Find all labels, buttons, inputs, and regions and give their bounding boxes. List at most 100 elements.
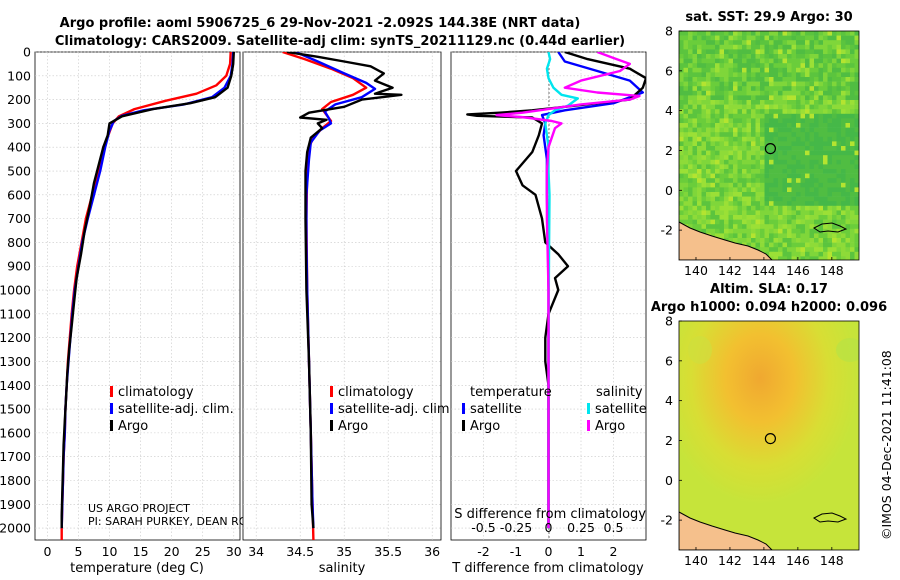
map1-xtick-label: 146 — [786, 263, 810, 278]
depth-tick-label: 1900 — [0, 497, 31, 512]
map1-ytick-label: 2 — [665, 143, 673, 158]
sla-green-patch — [836, 338, 859, 362]
temp-xtick-label: 25 — [195, 544, 211, 559]
temperature-legend-argo: Argo — [118, 419, 148, 434]
depth-tick-label: 200 — [7, 92, 31, 107]
secondary-xtick-label: 0.25 — [567, 520, 595, 535]
difference-xlabel: T difference from climatology — [451, 561, 644, 576]
temperature-legend-climatology: climatology — [118, 385, 194, 400]
depth-tick-label: 600 — [7, 187, 31, 202]
salinity-legend: climatology satellite-adj. clim. Argo — [330, 385, 454, 434]
sst-heatmap-cells — [679, 31, 859, 260]
depth-tick-label: 500 — [7, 164, 31, 179]
depth-tick-label: 800 — [7, 235, 31, 250]
diff-xtick-label: 1 — [577, 544, 585, 559]
salinity-panel: 34 34.5 35 35.5 36 salinity climatology sate… — [242, 51, 454, 576]
depth-tick-label: 100 — [7, 68, 31, 83]
map2-xtick-label: 148 — [820, 553, 844, 568]
temperature-panel: 0100200300400500600700800900100011001200… — [0, 45, 248, 577]
sal-xtick-label: 35.5 — [374, 544, 402, 559]
sst-argo-marker — [764, 143, 777, 155]
salinity-legend-satellite: satellite-adj. clim. — [338, 402, 454, 417]
sal-xtick-label: 34.5 — [286, 544, 314, 559]
map2-ytick-label: -2 — [661, 513, 673, 528]
sst-land — [679, 221, 773, 260]
temp-xtick-label: 20 — [164, 544, 180, 559]
sla-map-title-line-1: Altim. SLA: 0.17 — [710, 282, 828, 297]
secondary-xtick-label: 0 — [545, 520, 553, 535]
depth-tick-label: 400 — [7, 140, 31, 155]
depth-tick-label: 1100 — [0, 306, 31, 321]
depth-tick-label: 1000 — [0, 283, 31, 298]
depth-tick-label: 2000 — [0, 521, 31, 536]
salinity-xlabel: salinity — [319, 561, 366, 576]
sst-map-title: sat. SST: 29.9 Argo: 30 — [685, 10, 852, 25]
sla-island-outline — [813, 512, 848, 523]
secondary-xtick-label: -0.5 — [471, 520, 495, 535]
sst-map-panel: sat. SST: 29.9 Argo: 30 140 142 144 146 148 -… — [661, 10, 860, 278]
temperature-legend: climatology satellite-adj. clim. Argo — [110, 385, 234, 434]
footer-credit: ©IMOS 04-Dec-2021 11:41:08 — [879, 350, 894, 540]
map2-ytick-label: 2 — [665, 433, 673, 448]
sla-green-patch-2 — [688, 336, 712, 364]
sal-xtick-label: 35 — [336, 544, 352, 559]
salinity-legend-climatology: climatology — [338, 385, 414, 400]
map2-ytick-label: 6 — [665, 353, 673, 368]
depth-tick-label: 1400 — [0, 378, 31, 393]
map2-ytick-label: 8 — [665, 314, 673, 329]
sal-series-argo — [286, 52, 403, 529]
map2-ytick-label: 0 — [665, 473, 673, 488]
map2-xtick-label: 146 — [786, 553, 810, 568]
legend-salinity-satellite: satellite — [595, 402, 647, 417]
diff-xtick-label: -1 — [510, 544, 522, 559]
diff-xtick-label: 0 — [545, 544, 553, 559]
diff-xtick-label: 2 — [610, 544, 618, 559]
sal-xtick-label: 34 — [248, 544, 264, 559]
temp-xtick-label: 5 — [75, 544, 83, 559]
sst-island-outline — [813, 222, 848, 233]
depth-tick-label: 1600 — [0, 425, 31, 440]
map1-xtick-label: 144 — [752, 263, 776, 278]
secondary-xtick-label: -0.25 — [500, 520, 532, 535]
secondary-axis-label: S difference from climatology — [454, 507, 646, 522]
depth-tick-label: 1300 — [0, 354, 31, 369]
temperature-legend-satellite: satellite-adj. clim. — [118, 402, 234, 417]
temp-xtick-label: 15 — [133, 544, 149, 559]
map2-ytick-label: 4 — [665, 393, 673, 408]
diff-series-salinity-argo — [495, 52, 641, 529]
map2-xtick-label: 140 — [684, 553, 708, 568]
depth-tick-label: 700 — [7, 211, 31, 226]
sst-map-frame — [678, 30, 860, 261]
salinity-axes-frame — [242, 51, 442, 541]
map1-ytick-label: -2 — [661, 223, 673, 238]
depth-tick-label: 1200 — [0, 330, 31, 345]
legend-temperature-satellite: satellite — [470, 402, 522, 417]
depth-tick-label: 1500 — [0, 402, 31, 417]
temp-series-argo — [60, 52, 235, 529]
sla-map-frame — [678, 320, 860, 551]
difference-legend: temperature salinity satellite Argo sate… — [462, 385, 647, 434]
map2-xtick-label: 142 — [718, 553, 742, 568]
difference-panel: -2 -1 0 1 2 T difference from climatology S … — [450, 51, 647, 576]
temp-xtick-label: 0 — [43, 544, 51, 559]
legend-temperature-argo: Argo — [470, 419, 500, 434]
diff-xtick-label: -2 — [477, 544, 489, 559]
title-line-1: Argo profile: aoml 5906725_6 29-Nov-2021… — [60, 16, 581, 31]
legend-salinity-argo: Argo — [595, 419, 625, 434]
title-line-2: Climatology: CARS2009. Satellite-adj cli… — [55, 34, 625, 49]
depth-tick-label: 1800 — [0, 473, 31, 488]
depth-tick-label: 300 — [7, 116, 31, 131]
legend-heading-temperature: temperature — [470, 385, 552, 400]
map1-ytick-label: 6 — [665, 63, 673, 78]
map2-xtick-label: 144 — [752, 553, 776, 568]
sla-map-panel: Altim. SLA: 0.17 Argo h1000: 0.094 h2000… — [651, 282, 887, 568]
depth-tick-label: 1700 — [0, 449, 31, 464]
temperature-axes-frame — [34, 51, 241, 541]
map1-xtick-label: 148 — [820, 263, 844, 278]
sal-xtick-label: 36 — [424, 544, 440, 559]
map1-ytick-label: 0 — [665, 183, 673, 198]
legend-heading-salinity: salinity — [596, 385, 643, 400]
salinity-legend-argo: Argo — [338, 419, 368, 434]
temperature-xlabel: temperature (deg C) — [70, 561, 204, 576]
